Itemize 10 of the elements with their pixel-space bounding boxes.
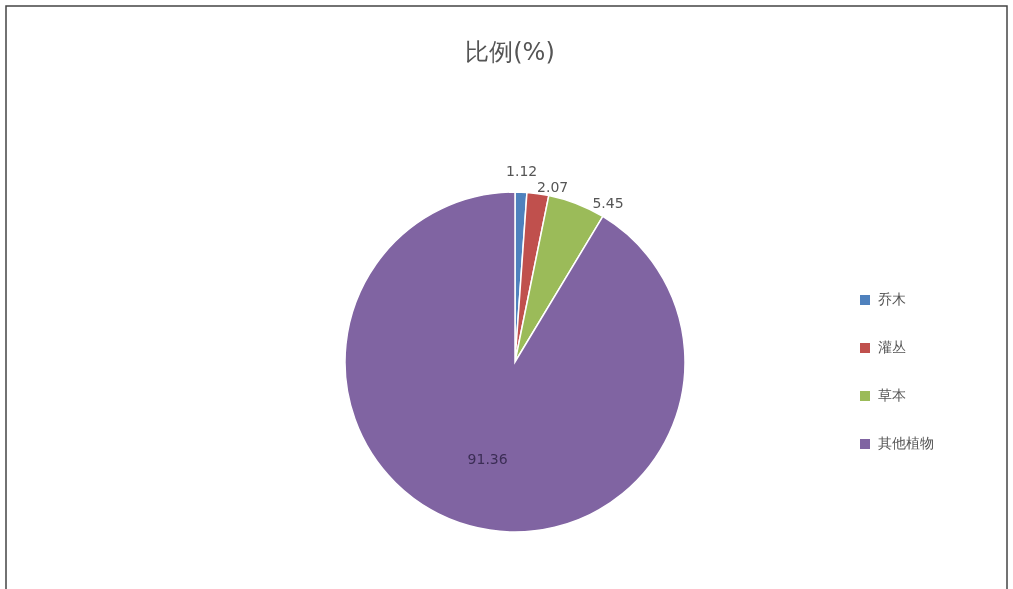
- legend-label: 灌丛: [878, 339, 906, 355]
- data-label: 5.45: [592, 195, 624, 212]
- data-label: 91.36: [467, 451, 508, 468]
- data-label: 2.07: [537, 179, 569, 196]
- pie-slice: [344, 191, 686, 533]
- legend-label: 其他植物: [878, 435, 934, 451]
- legend-label: 草本: [878, 387, 906, 403]
- chart-title: 比例(%): [465, 38, 555, 66]
- legend-label: 乔木: [878, 291, 906, 307]
- data-label: 1.12: [506, 163, 538, 180]
